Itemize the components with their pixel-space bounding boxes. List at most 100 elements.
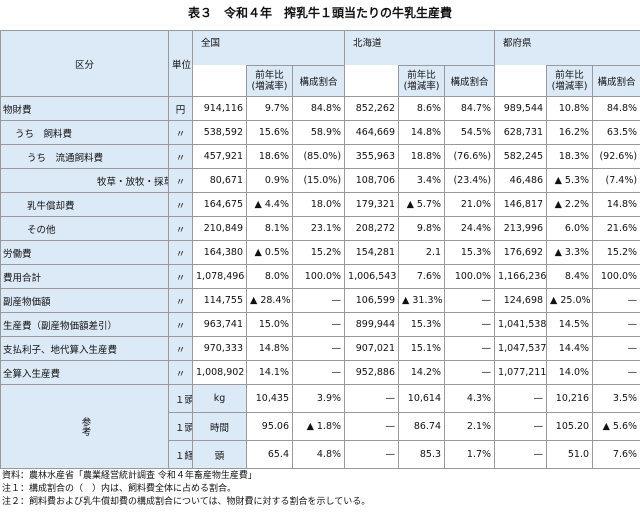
data-row: 全算入生産費〃 1,008,902 14.1% —952,886 14.2% —1,077… bbox=[0, 360, 640, 385]
value-cell: — bbox=[444, 360, 496, 385]
data-row: 生産費（副産物価額差引）〃 963,741 15.0% —899,944 15.3% —1… bbox=[0, 312, 640, 337]
value-cell: (23.4%) bbox=[444, 168, 496, 193]
value-cell: — bbox=[344, 440, 400, 469]
value-cell: 2.1% bbox=[444, 412, 496, 441]
value-cell: — bbox=[444, 336, 496, 361]
value-cell: 1,006,543 bbox=[344, 264, 400, 289]
value-cell: 23.1% bbox=[291, 216, 346, 241]
value-cell: ▲ 3.3% bbox=[546, 240, 594, 265]
title: 表３ 令和４年 搾乳牛１頭当たりの牛乳生産費 bbox=[187, 6, 452, 20]
unit-cell: 〃 bbox=[168, 336, 193, 361]
value-cell: 628,731 bbox=[494, 120, 548, 145]
value-cell: 86.74 bbox=[398, 412, 446, 441]
value-cell: 179,321 bbox=[344, 192, 400, 217]
value-cell: 154,281 bbox=[344, 240, 400, 265]
unit-cell: kg bbox=[192, 384, 247, 413]
value-cell: 105.20 bbox=[546, 412, 594, 441]
value-cell: 21.0% bbox=[444, 192, 496, 217]
row-label: １頭当たり 3.5%換算乳量 bbox=[168, 384, 193, 413]
value-cell: 3.9% bbox=[291, 384, 346, 413]
value-cell: 14.8% bbox=[246, 336, 293, 361]
row-label: １頭当たり労働時間 bbox=[168, 412, 193, 441]
value-cell: 176,692 bbox=[494, 240, 548, 265]
value-cell: 95.06 bbox=[246, 412, 293, 441]
unit-cell: 〃 bbox=[168, 264, 193, 289]
row-label: 牧草・放牧・採草費 bbox=[0, 168, 169, 193]
unit-cell: 〃 bbox=[168, 288, 193, 313]
value-cell: 1,166,236 bbox=[494, 264, 548, 289]
value-cell: 15.2% bbox=[592, 240, 640, 265]
value-cell: (85.0%) bbox=[291, 144, 346, 169]
row-label: うち 飼料費 bbox=[0, 120, 169, 145]
value-cell: — bbox=[592, 360, 640, 385]
value-cell: 989,544 bbox=[494, 96, 548, 121]
value-cell: 100.0% bbox=[444, 264, 496, 289]
value-cell: 10,614 bbox=[398, 384, 446, 413]
value-cell: (92.6%) bbox=[592, 144, 640, 169]
value-cell: — bbox=[494, 384, 548, 413]
value-cell: 10.8% bbox=[546, 96, 594, 121]
value-cell: 0.9% bbox=[246, 168, 293, 193]
value-cell: 3.4% bbox=[398, 168, 446, 193]
row-label: 副産物価額 bbox=[0, 288, 169, 313]
unit-cell: 〃 bbox=[168, 144, 193, 169]
unit-cell: 〃 bbox=[168, 360, 193, 385]
value-cell: ▲ 5.7% bbox=[398, 192, 446, 217]
row-label: 支払利子、地代算入生産費 bbox=[0, 336, 169, 361]
note-line: 注２：飼料費および乳牛償却費の構成割合については、物財費に対する割合を示している… bbox=[2, 497, 371, 507]
value-cell: 14.4% bbox=[546, 336, 594, 361]
value-cell: 10,435 bbox=[246, 384, 293, 413]
value-cell: 85.3 bbox=[398, 440, 446, 469]
value-cell: ▲ 0.5% bbox=[246, 240, 293, 265]
value-cell: 9.8% bbox=[398, 216, 446, 241]
value-cell: ▲ 4.4% bbox=[246, 192, 293, 217]
note-line: 資料：農林水産省「農業経営統計調査 令和４年畜産物生産費」 bbox=[2, 471, 257, 481]
value-cell: 907,021 bbox=[344, 336, 400, 361]
value-cell: 15.3% bbox=[398, 312, 446, 337]
header-cell: 構成割合 bbox=[291, 65, 346, 97]
header-cell: 単位 bbox=[168, 30, 193, 97]
header-cell bbox=[344, 65, 400, 97]
value-cell: 24.4% bbox=[444, 216, 496, 241]
value-cell: 952,886 bbox=[344, 360, 400, 385]
value-cell: 963,741 bbox=[192, 312, 247, 337]
value-cell: 15.0% bbox=[246, 312, 293, 337]
data-row: 支払利子、地代算入生産費〃 970,333 14.8% —907,021 15.1% —1… bbox=[0, 336, 640, 361]
value-cell: 9.7% bbox=[246, 96, 293, 121]
value-cell: — bbox=[344, 412, 400, 441]
data-row: うち 飼料費〃 538,592 15.6% 58.9% 464,669 14.8% 54.5… bbox=[0, 120, 640, 145]
value-cell: — bbox=[291, 288, 346, 313]
unit-cell: 頭 bbox=[192, 440, 247, 469]
value-cell: 18.8% bbox=[398, 144, 446, 169]
value-cell: 108,706 bbox=[344, 168, 400, 193]
value-cell: 65.4 bbox=[246, 440, 293, 469]
value-cell: 7.6% bbox=[398, 264, 446, 289]
row-label: その他 bbox=[0, 216, 169, 241]
value-cell: 914,116 bbox=[192, 96, 247, 121]
value-cell: — bbox=[291, 360, 346, 385]
value-cell: 1,077,211 bbox=[494, 360, 548, 385]
unit-cell: 〃 bbox=[168, 312, 193, 337]
reference-label: 参考 bbox=[0, 384, 169, 469]
value-cell: 1,078,496 bbox=[192, 264, 247, 289]
header-cell: 構成割合 bbox=[592, 65, 640, 97]
value-cell: 852,262 bbox=[344, 96, 400, 121]
notes: 資料：農林水産省「農業経営統計調査 令和４年畜産物生産費」 注１：構成割合の（ ）… bbox=[2, 470, 370, 509]
value-cell: 15.2% bbox=[291, 240, 346, 265]
value-cell: (15.0%) bbox=[291, 168, 346, 193]
value-cell: — bbox=[592, 336, 640, 361]
value-cell: (7.4%) bbox=[592, 168, 640, 193]
value-cell: 457,921 bbox=[192, 144, 247, 169]
region-header: 北海道 bbox=[344, 30, 496, 66]
value-cell: 114,755 bbox=[192, 288, 247, 313]
row-label: 物財費 bbox=[0, 96, 169, 121]
unit-cell: 円 bbox=[168, 96, 193, 121]
header-cell: 前年比 (増減率) bbox=[246, 65, 293, 97]
value-cell: 8.1% bbox=[246, 216, 293, 241]
value-cell: 164,675 bbox=[192, 192, 247, 217]
row-label: １経営体当たり搾乳牛飼養頭数 bbox=[168, 440, 193, 469]
value-cell: 106,599 bbox=[344, 288, 400, 313]
row-label: うち 流通飼料費 bbox=[0, 144, 169, 169]
data-row: うち 流通飼料費〃 457,921 18.6% (85.0%) 355,963 18.8%… bbox=[0, 144, 640, 169]
